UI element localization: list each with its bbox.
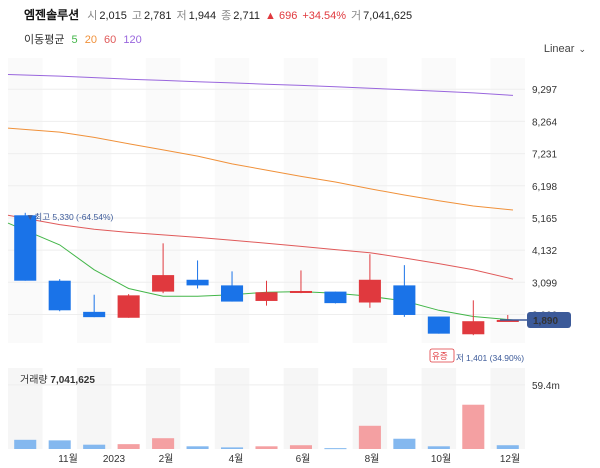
volume-value: 7,041,625 bbox=[50, 375, 95, 386]
change-value: ▲ 696 bbox=[265, 10, 298, 22]
last-price-label: 1,890 bbox=[533, 316, 558, 327]
volume-bar[interactable] bbox=[221, 447, 244, 449]
low-price-label: 저 bbox=[456, 353, 464, 363]
candle-body[interactable] bbox=[221, 285, 244, 302]
volume-band bbox=[490, 368, 525, 449]
chevron-down-icon: ⌄ bbox=[578, 44, 586, 54]
volume-bar[interactable] bbox=[427, 446, 450, 449]
candle-body[interactable] bbox=[358, 279, 381, 303]
y-tick-label: 9,297 bbox=[532, 85, 557, 96]
x-tick-label: 10월 bbox=[431, 453, 451, 465]
candle-body[interactable] bbox=[496, 319, 519, 322]
close-quote: 종 2,711 bbox=[221, 10, 261, 22]
high-quote: 고 2,781 bbox=[131, 10, 172, 22]
ma-120-legend[interactable]: 120 bbox=[123, 34, 142, 46]
candle-body[interactable] bbox=[14, 215, 37, 281]
x-tick-label: 12월 bbox=[500, 453, 520, 465]
scale-label: Linear bbox=[543, 43, 575, 55]
volume-bar[interactable] bbox=[48, 440, 71, 449]
grid-band bbox=[283, 58, 319, 343]
volume-bar[interactable] bbox=[324, 448, 347, 450]
grid-band bbox=[145, 58, 181, 343]
candle-body[interactable] bbox=[289, 290, 312, 293]
x-tick-label: 4월 bbox=[229, 453, 244, 465]
volume-band bbox=[76, 368, 112, 449]
volume-band bbox=[8, 368, 43, 449]
candle-body[interactable] bbox=[48, 280, 71, 311]
y-tick-label: 4,132 bbox=[532, 246, 557, 257]
moving-average-legend: 이동평균 5 20 60 120 bbox=[24, 31, 146, 47]
rights-issue-marker: 유증 bbox=[432, 351, 448, 361]
scale-dropdown[interactable]: Linear ⌄ bbox=[544, 43, 586, 55]
x-tick-label: 11월 bbox=[58, 453, 78, 465]
ma-legend-label: 이동평균 bbox=[24, 34, 65, 46]
candle-body[interactable] bbox=[152, 275, 175, 292]
volume-bar[interactable] bbox=[152, 438, 175, 449]
x-tick-label: 2023 bbox=[103, 454, 126, 465]
ma-60-legend[interactable]: 60 bbox=[104, 34, 117, 46]
ma-5-legend[interactable]: 5 bbox=[71, 34, 78, 46]
open-quote: 시 2,015 bbox=[87, 10, 127, 22]
volume-quote: 거 7,041,625 bbox=[351, 10, 413, 22]
x-tick-label: 8월 bbox=[365, 453, 380, 465]
volume-band bbox=[283, 368, 319, 449]
volume-band bbox=[421, 368, 457, 449]
candle-body[interactable] bbox=[83, 311, 106, 318]
ma-120-line bbox=[7, 74, 514, 96]
y-tick-label: 5,165 bbox=[532, 214, 557, 225]
ma-20-line bbox=[7, 127, 514, 211]
candle-body[interactable] bbox=[324, 291, 347, 304]
x-tick-label: 6월 bbox=[296, 453, 311, 465]
volume-bar[interactable] bbox=[255, 446, 278, 449]
low-quote: 저 1,944 bbox=[176, 10, 217, 22]
y-tick-label: 8,264 bbox=[532, 117, 557, 128]
y-tick-label: 3,099 bbox=[532, 278, 557, 289]
candle-body[interactable] bbox=[393, 285, 416, 315]
grid-band bbox=[490, 58, 525, 343]
volume-bar[interactable] bbox=[83, 444, 106, 449]
volume-band bbox=[145, 368, 181, 449]
candle-body[interactable] bbox=[117, 295, 140, 318]
volume-label: 거래량 7,041,625 bbox=[20, 374, 95, 386]
volume-bar[interactable] bbox=[14, 439, 37, 449]
candle-body[interactable] bbox=[255, 292, 278, 301]
change-percent: +34.54% bbox=[302, 10, 347, 22]
volume-bar[interactable] bbox=[117, 444, 140, 449]
volume-bar[interactable] bbox=[496, 445, 519, 449]
ma-20-legend[interactable]: 20 bbox=[84, 34, 97, 46]
quote-header: 엠젠솔루션 시 2,015 고 2,781 저 1,944 종 2,711 ▲ 696 … bbox=[24, 6, 417, 24]
ma-60-line bbox=[7, 214, 514, 280]
volume-bar[interactable] bbox=[393, 438, 416, 449]
rights-issue-badge bbox=[429, 348, 455, 363]
x-tick-label: 2월 bbox=[159, 453, 174, 465]
candle-body[interactable] bbox=[462, 321, 485, 335]
low-price-marker: 1,401 (34.90%) bbox=[466, 353, 524, 363]
volume-bar[interactable] bbox=[289, 445, 312, 449]
grid-band bbox=[8, 58, 43, 343]
candle-body[interactable] bbox=[186, 279, 209, 286]
last-price-badge bbox=[527, 311, 571, 328]
y-tick-label: 7,231 bbox=[532, 150, 557, 161]
stock-name: 엠젠솔루션 bbox=[24, 8, 80, 22]
volume-axis-tick: 59.4m bbox=[532, 381, 560, 392]
volume-bar[interactable] bbox=[358, 425, 381, 449]
volume-bar[interactable] bbox=[462, 404, 485, 449]
volume-bar[interactable] bbox=[186, 446, 209, 449]
y-tick-label: 6,198 bbox=[532, 182, 557, 193]
volume-band bbox=[214, 368, 250, 449]
high-price-marker: ▼최고 5,330 (-64.54%) bbox=[26, 212, 114, 222]
candle-body[interactable] bbox=[427, 316, 450, 334]
